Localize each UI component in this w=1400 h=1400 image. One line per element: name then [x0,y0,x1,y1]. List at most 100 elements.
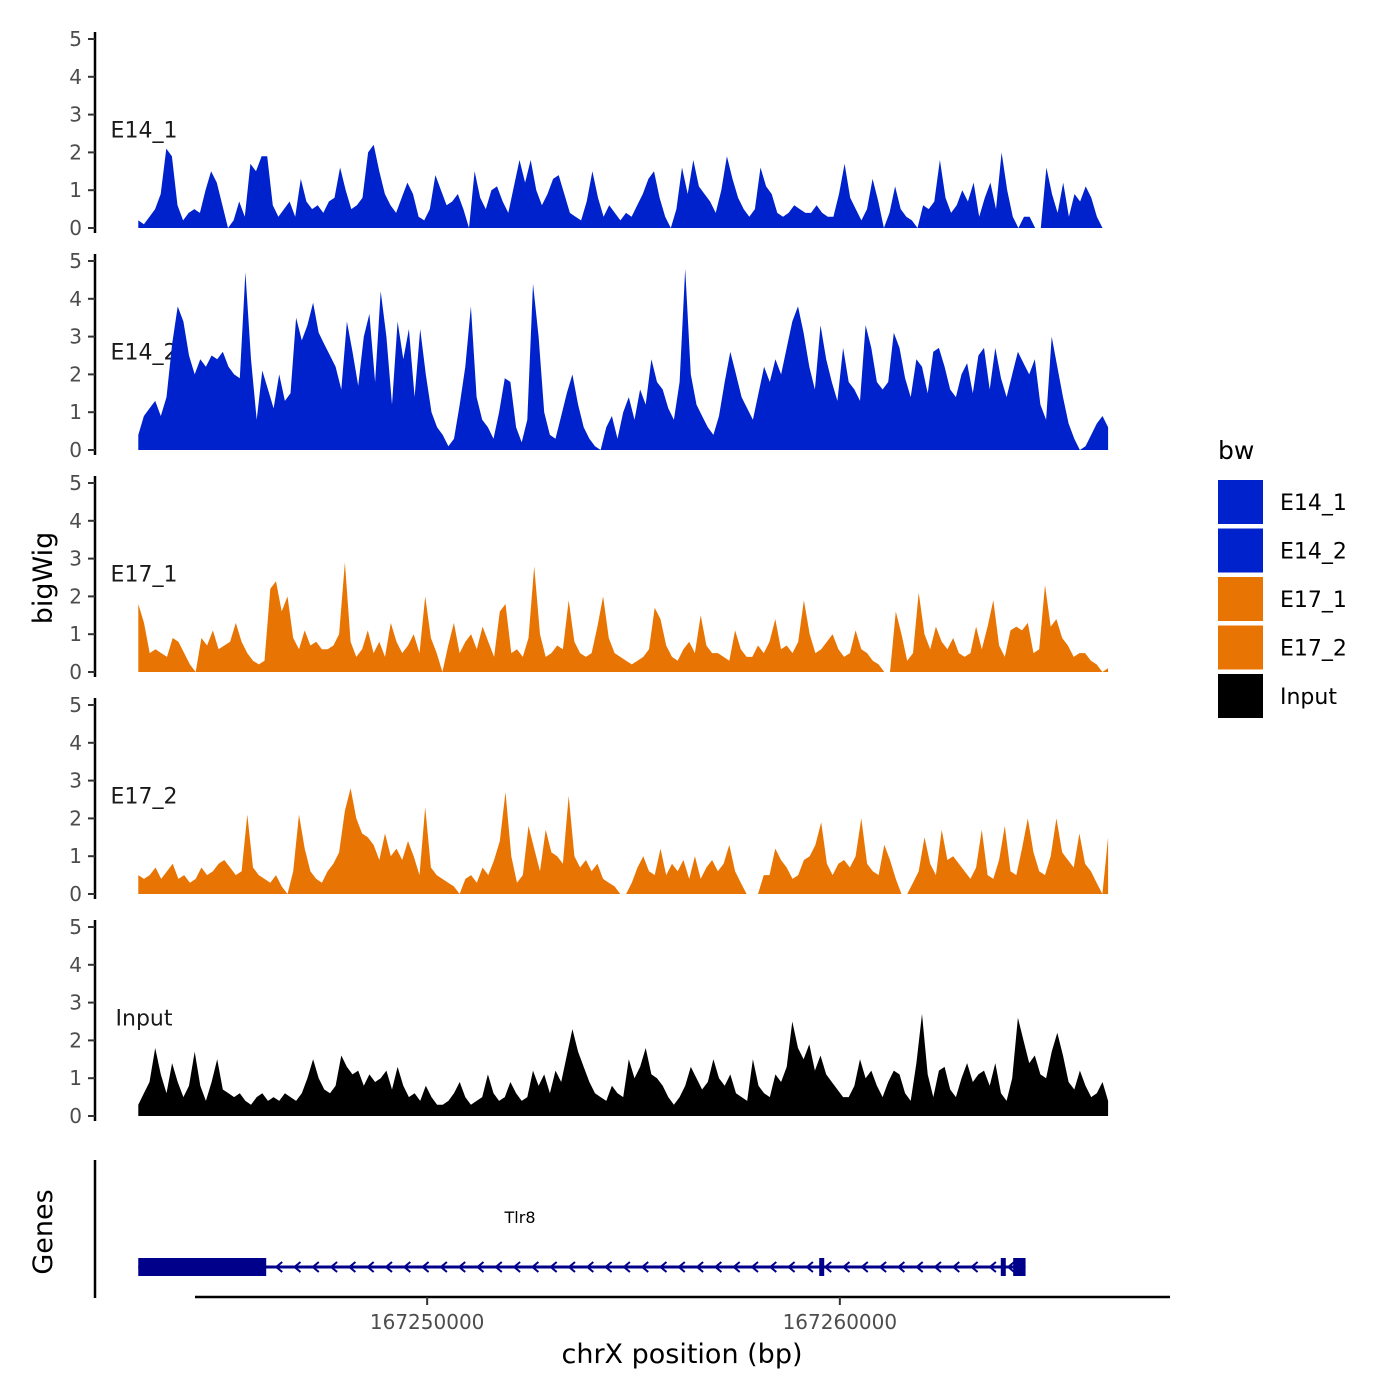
y-tick-label: 0 [69,882,82,906]
track-e14-2: 0 1 2 3 4 5 E14_2 [69,249,1109,462]
strand-arrow [329,1261,338,1273]
strand-arrow [787,1261,796,1273]
strand-arrow [878,1261,887,1273]
gene-exon-block [1013,1258,1026,1276]
strand-arrow [695,1261,704,1273]
y-tick-label: 2 [69,1028,82,1052]
strand-arrow [658,1261,668,1273]
strand-arrow [841,1261,851,1273]
y-tick-label: 4 [69,287,82,311]
x-axis-title: chrX position (bp) [561,1339,802,1370]
strand-arrow [494,1261,503,1273]
strand-arrow [384,1261,393,1273]
y-tick-label: 3 [69,769,82,793]
strand-arrow [896,1261,906,1273]
signal-area [138,788,1109,894]
strand-arrow [366,1261,375,1273]
strand-arrow [622,1261,631,1273]
y-tick-label: 1 [69,622,82,646]
strand-arrow [604,1261,613,1273]
y-tick-label: 1 [69,1066,82,1090]
strand-arrow [475,1261,485,1273]
legend-label-e14-1: E14_1 [1280,491,1347,516]
strand-arrow [585,1261,594,1273]
strand-arrow [970,1261,979,1273]
legend-label-e17-2: E17_2 [1280,637,1347,662]
y-tick-label: 0 [69,1104,82,1128]
track-label: E17_2 [111,785,178,810]
y-tick-label: 4 [69,953,82,977]
legend-swatch-e17-1 [1218,577,1263,621]
y-tick-label: 2 [69,584,82,608]
bigwig-tracks: 0 1 2 3 4 5 E14_1 0 1 2 3 4 5 E14_2 0 1 2 3 4 5 E17_1 0 1 2 3 4 5 E… [69,27,1109,1128]
legend-swatch-e14-2 [1218,528,1263,573]
strand-arrow [421,1261,430,1273]
strand-arrow [567,1261,576,1273]
y-tick-label: 3 [69,547,82,571]
track-e14-1: 0 1 2 3 4 5 E14_1 [69,27,1109,240]
gene-track: Tlr8 [93,1160,1026,1298]
strand-arrow [1006,1261,1015,1273]
track-label: E14_2 [111,341,178,366]
legend: bw E14_1 E14_2 E17_1 E17_2 Input [1218,436,1347,718]
x-tick-label: 167250000 [370,1310,485,1334]
signal-area [138,562,1109,672]
legend-swatch-e14-1 [1218,480,1263,524]
y-tick-label: 4 [69,731,82,755]
legend-label-e17-1: E17_1 [1280,588,1347,613]
signal-area [138,268,1109,450]
y-tick-label: 5 [69,693,82,717]
strand-arrow [512,1261,521,1273]
track-label: E14_1 [111,119,178,144]
strand-arrow [951,1261,960,1273]
y-tick-label: 3 [69,325,82,349]
y-tick-label: 3 [69,991,82,1015]
legend-title: bw [1218,436,1254,465]
y-tick-label: 3 [69,103,82,127]
legend-label-e14-2: E14_2 [1280,540,1347,565]
strand-arrow [677,1261,686,1273]
y-tick-label: 1 [69,400,82,424]
y-axis-title: bigWig [28,532,59,625]
y-tick-label: 0 [69,438,82,462]
strand-arrow [732,1261,741,1273]
track-e17-1: 0 1 2 3 4 5 E17_1 [69,471,1109,684]
signal-area [138,1013,1109,1116]
strand-arrow [640,1261,649,1273]
x-tick-label: 167260000 [783,1310,898,1334]
x-axis: 167250000 167260000 [195,1295,1170,1334]
y-tick-label: 2 [69,140,82,164]
y-tick-label: 2 [69,362,82,386]
gene-exon-block [1000,1258,1006,1276]
signal-area [138,144,1109,228]
y-tick-label: 2 [69,806,82,830]
strand-arrow [768,1261,777,1273]
strand-arrow [988,1261,997,1273]
y-tick-label: 1 [69,178,82,202]
strand-arrow [402,1261,411,1273]
strand-arrow [347,1261,357,1273]
gene-exon-block [819,1258,825,1276]
strand-arrow [439,1261,448,1273]
y-tick-label: 0 [69,660,82,684]
strand-arrow [915,1261,924,1273]
strand-arrow [530,1261,540,1273]
y-tick-label: 5 [69,249,82,273]
y-tick-label: 5 [69,915,82,939]
strand-arrow [713,1261,723,1273]
y-tick-label: 4 [69,509,82,533]
strand-arrow [933,1261,942,1273]
gene-track-title: Genes [28,1189,59,1274]
track-input: 0 1 2 3 4 5 Input [69,915,1109,1128]
y-tick-label: 5 [69,471,82,495]
legend-swatch-e17-2 [1218,625,1263,670]
strand-arrow [823,1261,832,1273]
y-tick-label: 0 [69,216,82,240]
strand-arrow [860,1261,869,1273]
strand-arrow [457,1261,466,1273]
track-label: E17_1 [111,563,178,588]
strand-arrow [274,1261,283,1273]
y-tick-label: 1 [69,844,82,868]
strand-arrow [750,1261,759,1273]
